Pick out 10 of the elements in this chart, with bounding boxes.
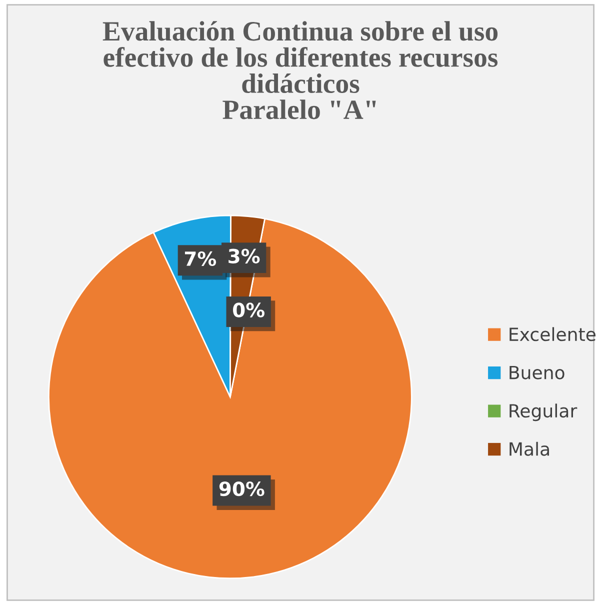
legend-label: Regular	[510, 404, 578, 422]
chart-title: Evaluación Continua sobre el uso efectivo de los diferentes recursos didácticos Paralelo "A"	[102, 21, 498, 120]
pie-slice	[48, 218, 412, 580]
legend-label: Mala	[510, 442, 549, 456]
data-label: 90%	[219, 481, 264, 496]
legend-label: Excelente	[510, 327, 596, 342]
data-label: 3%	[228, 248, 260, 264]
text: 0%	[233, 302, 264, 318]
legend-label: Bueno	[510, 366, 564, 380]
data-label: 7%	[184, 251, 216, 266]
